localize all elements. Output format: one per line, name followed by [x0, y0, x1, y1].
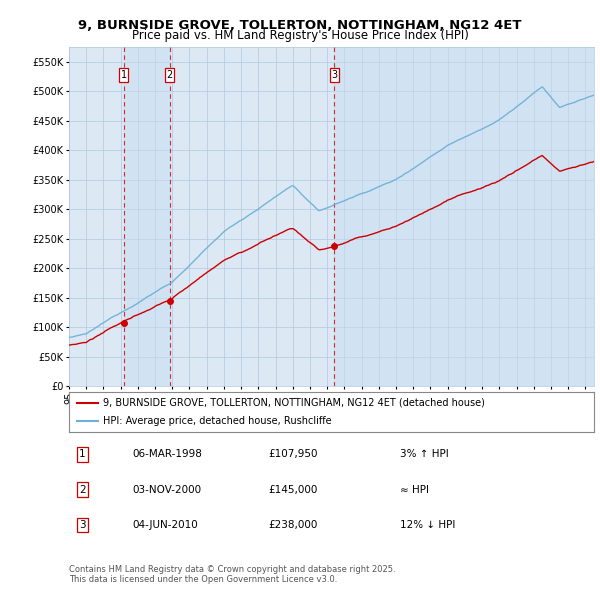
Text: 03-NOV-2000: 03-NOV-2000: [132, 485, 201, 494]
Text: £145,000: £145,000: [269, 485, 318, 494]
Text: 06-MAR-1998: 06-MAR-1998: [132, 450, 202, 459]
Text: 2: 2: [166, 70, 173, 80]
Text: 3: 3: [79, 520, 85, 530]
Text: Contains HM Land Registry data © Crown copyright and database right 2025.
This d: Contains HM Land Registry data © Crown c…: [69, 565, 395, 584]
Text: 1: 1: [121, 70, 127, 80]
Text: 9, BURNSIDE GROVE, TOLLERTON, NOTTINGHAM, NG12 4ET: 9, BURNSIDE GROVE, TOLLERTON, NOTTINGHAM…: [78, 19, 522, 32]
Text: 3: 3: [331, 70, 337, 80]
Text: 9, BURNSIDE GROVE, TOLLERTON, NOTTINGHAM, NG12 4ET (detached house): 9, BURNSIDE GROVE, TOLLERTON, NOTTINGHAM…: [103, 398, 485, 408]
Text: 1: 1: [79, 450, 85, 459]
Bar: [124, 47, 170, 386]
Text: £238,000: £238,000: [269, 520, 318, 530]
Text: 3% ↑ HPI: 3% ↑ HPI: [400, 450, 449, 459]
Text: 2: 2: [79, 485, 85, 494]
Text: Price paid vs. HM Land Registry's House Price Index (HPI): Price paid vs. HM Land Registry's House …: [131, 30, 469, 42]
Bar: [334, 47, 594, 386]
Text: ≈ HPI: ≈ HPI: [400, 485, 429, 494]
Text: 12% ↓ HPI: 12% ↓ HPI: [400, 520, 455, 530]
Text: HPI: Average price, detached house, Rushcliffe: HPI: Average price, detached house, Rush…: [103, 416, 332, 426]
Text: 04-JUN-2010: 04-JUN-2010: [132, 520, 198, 530]
Text: £107,950: £107,950: [269, 450, 318, 459]
